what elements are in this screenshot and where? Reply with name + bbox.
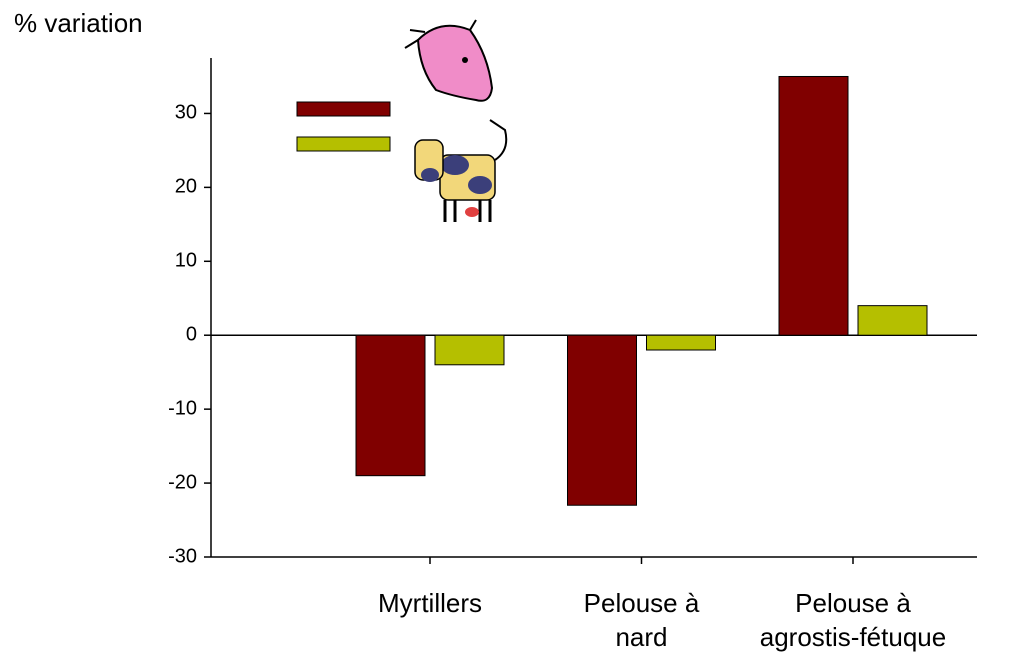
bar: [355, 334, 426, 477]
bar: [646, 334, 716, 351]
bar: [567, 334, 637, 506]
y-tick-label: 30: [175, 102, 197, 124]
bar: [778, 75, 849, 336]
legend-swatch: [296, 101, 391, 117]
x-tick-label: Myrtillers: [378, 588, 482, 618]
bar: [857, 305, 928, 336]
y-tick-label: 20: [175, 176, 197, 198]
chart-title: % variation: [14, 8, 143, 38]
x-tick-label: Pelouse à agrostis-fétuque: [759, 588, 947, 652]
y-tick-label: 0: [186, 324, 197, 346]
cow-icon: [414, 119, 508, 222]
legend-swatch: [296, 136, 391, 152]
x-tick-label: Pelouse à nard: [583, 588, 700, 652]
y-tick-label: -30: [168, 545, 197, 567]
horse-icon: [404, 19, 494, 102]
y-tick-label: -20: [168, 471, 197, 493]
y-tick-label: 10: [175, 250, 197, 272]
y-tick-label: -10: [168, 397, 197, 419]
bar: [434, 334, 505, 366]
